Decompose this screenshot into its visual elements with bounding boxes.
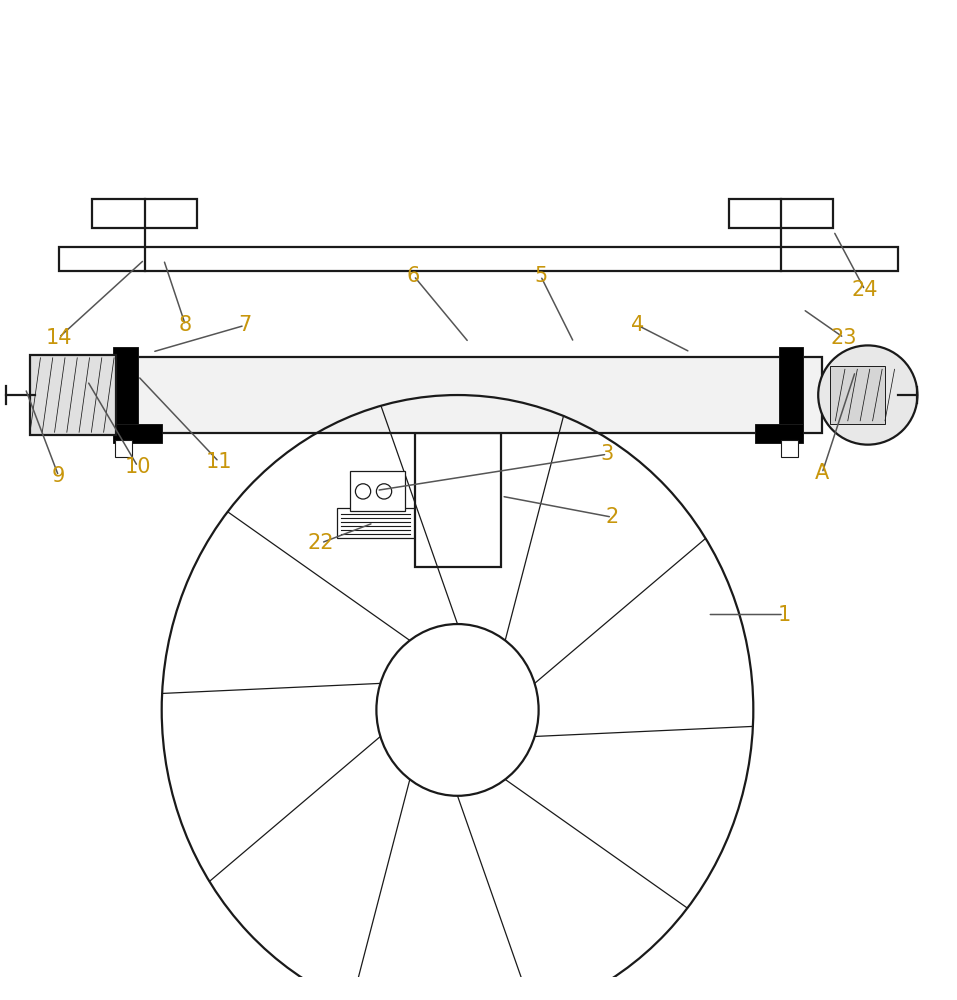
Bar — [728, 199, 834, 228]
Bar — [118, 357, 822, 433]
Bar — [58, 247, 899, 271]
Bar — [349, 471, 405, 511]
Bar — [779, 347, 803, 438]
Bar — [414, 433, 501, 567]
Text: 6: 6 — [407, 266, 420, 286]
Text: 4: 4 — [632, 315, 644, 335]
Text: 11: 11 — [206, 452, 233, 472]
Text: 10: 10 — [124, 457, 151, 477]
Text: 9: 9 — [52, 466, 65, 486]
Text: 7: 7 — [238, 315, 252, 335]
Circle shape — [818, 345, 918, 445]
Text: A: A — [815, 463, 829, 483]
Bar — [113, 424, 162, 443]
Bar — [30, 355, 116, 435]
Text: 14: 14 — [45, 328, 72, 348]
Text: 2: 2 — [606, 507, 619, 527]
Bar — [115, 440, 132, 457]
Text: 24: 24 — [852, 280, 879, 300]
Bar — [755, 424, 803, 443]
Text: 1: 1 — [777, 605, 790, 625]
Text: 22: 22 — [308, 533, 334, 553]
Bar — [830, 366, 885, 424]
Bar — [781, 440, 798, 457]
Bar — [337, 508, 413, 538]
Text: 3: 3 — [601, 444, 614, 464]
Text: 23: 23 — [831, 328, 857, 348]
Text: 5: 5 — [534, 266, 547, 286]
Text: 8: 8 — [179, 315, 192, 335]
Bar — [113, 347, 138, 438]
Bar — [92, 199, 197, 228]
